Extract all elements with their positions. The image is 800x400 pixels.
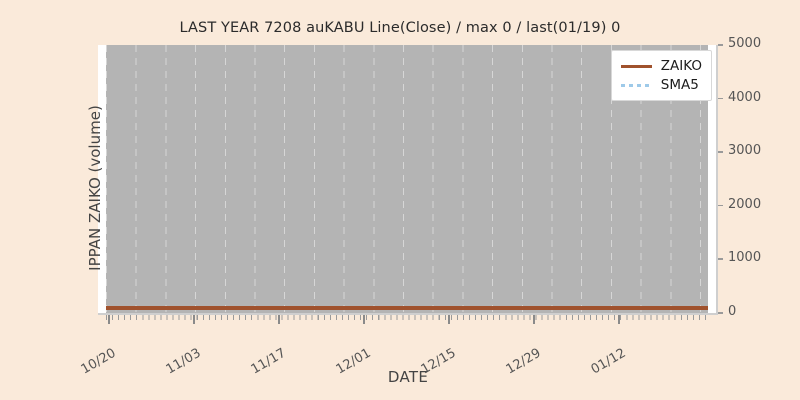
x-tick-mark	[448, 315, 450, 324]
y-tick-mark	[718, 204, 723, 207]
chart-title: LAST YEAR 7208 auKABU Line(Close) / max …	[179, 20, 621, 36]
y-tick-mark	[718, 151, 723, 153]
y-tick-mark	[718, 44, 723, 46]
x-axis-spine	[98, 313, 718, 315]
y-tick-label: 0	[728, 304, 737, 319]
series-line-zaiko	[106, 306, 708, 310]
legend-line-dotted-icon	[620, 79, 652, 91]
chart-legend[interactable]: ZAIKO SMA5	[610, 50, 712, 101]
y-tick-mark	[718, 97, 723, 100]
x-tick-label: 01/12	[589, 327, 661, 378]
y-tick-label: 2000	[728, 196, 762, 212]
y-tick-label: 3000	[728, 143, 762, 159]
x-tick-mark	[193, 315, 195, 324]
x-tick-label: 10/20	[79, 327, 151, 378]
x-tick-mark	[278, 315, 280, 324]
legend-item-sma5[interactable]: SMA5	[620, 75, 702, 94]
y-tick-label: 4000	[728, 89, 762, 105]
x-tick-label: 12/15	[419, 327, 491, 378]
x-axis-minor-ticks	[106, 315, 708, 320]
legend-label: ZAIKO	[660, 57, 702, 74]
y-axis-title: IPPAN ZAIKO (volume)	[86, 105, 104, 271]
x-tick-label: 12/01	[334, 327, 406, 378]
x-tick-mark	[363, 315, 365, 324]
x-tick-label: 12/29	[504, 327, 576, 378]
y-tick-mark	[718, 312, 723, 314]
y-tick-label: 1000	[728, 250, 762, 266]
x-tick-mark	[618, 315, 620, 324]
plot-canvas	[106, 45, 708, 313]
legend-item-zaiko[interactable]: ZAIKO	[620, 56, 702, 75]
x-tick-mark	[533, 315, 535, 324]
grid-lines	[106, 45, 708, 313]
y-tick-mark	[718, 258, 723, 260]
x-tick-mark	[108, 315, 110, 324]
x-axis-title: DATE	[387, 368, 429, 386]
y-tick-label: 5000	[728, 36, 762, 51]
x-tick-label: 11/17	[249, 327, 321, 378]
y-axis-spine	[716, 45, 718, 313]
legend-line-solid-icon	[620, 60, 652, 72]
x-tick-label: 11/03	[164, 327, 236, 378]
legend-label: SMA5	[660, 76, 699, 93]
